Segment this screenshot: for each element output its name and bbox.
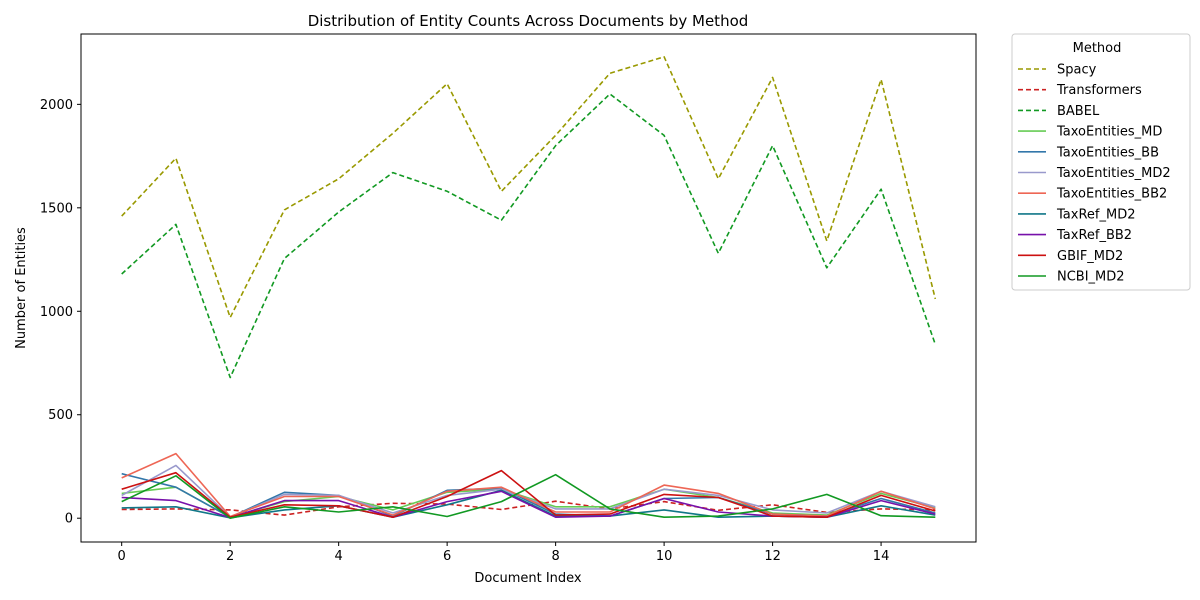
legend-label: Transformers xyxy=(1056,83,1142,98)
series-line-taxoentities-bb2 xyxy=(121,452,936,518)
series-line-transformers xyxy=(121,500,936,516)
legend-label: GBIF_MD2 xyxy=(1057,249,1123,264)
x-tick-label: 14 xyxy=(873,549,890,564)
legend: Method Spacy Transformers BABEL TaxoEntitie… xyxy=(1011,33,1191,291)
x-tick-label: 4 xyxy=(335,549,343,564)
x-tick-label: 12 xyxy=(764,549,781,564)
y-axis-label: Number of Entities xyxy=(14,227,29,349)
x-tick-label: 6 xyxy=(443,549,451,564)
y-tick-label: 1500 xyxy=(40,201,73,216)
legend-label: BABEL xyxy=(1057,104,1100,119)
series-line-babel xyxy=(121,93,937,379)
legend-label: TaxRef_MD2 xyxy=(1056,207,1135,222)
legend-label: TaxoEntities_MD2 xyxy=(1056,166,1171,181)
chart-title: Distribution of Entity Counts Across Doc… xyxy=(308,12,749,30)
series-line-ncbi-md2 xyxy=(121,473,936,520)
y-tick-label: 500 xyxy=(48,408,73,423)
legend-label: TaxoEntities_BB xyxy=(1056,145,1159,160)
legend-label: TaxRef_BB2 xyxy=(1056,228,1132,243)
x-tick-label: 10 xyxy=(656,549,673,564)
legend-items: Spacy Transformers BABEL TaxoEntities_MD Tax… xyxy=(1018,63,1171,285)
legend-label: TaxoEntities_BB2 xyxy=(1056,187,1167,202)
x-axis-label: Document Index xyxy=(474,571,582,586)
x-tick-label: 8 xyxy=(551,549,559,564)
series-line-spacy xyxy=(121,55,937,319)
x-tick-label: 2 xyxy=(226,549,234,564)
y-tick-label: 0 xyxy=(65,512,73,527)
legend-label: NCBI_MD2 xyxy=(1057,270,1125,285)
legend-label: Spacy xyxy=(1057,63,1097,78)
legend-title: Method xyxy=(1073,41,1122,56)
x-tick-label: 0 xyxy=(118,549,126,564)
series-line-taxoentities-md2 xyxy=(121,464,936,519)
legend-box xyxy=(1011,33,1191,291)
plot-lines xyxy=(121,55,937,520)
series-line-gbif-md2 xyxy=(121,469,936,519)
plot-frame xyxy=(80,33,977,543)
legend-label: TaxoEntities_MD xyxy=(1056,125,1162,140)
y-tick-label: 1000 xyxy=(40,305,73,320)
y-axis-ticks: 0 500 1000 1500 2000 xyxy=(40,98,81,527)
x-axis-ticks: 0 2 4 6 8 10 12 14 xyxy=(118,542,890,564)
y-tick-label: 2000 xyxy=(40,98,73,113)
